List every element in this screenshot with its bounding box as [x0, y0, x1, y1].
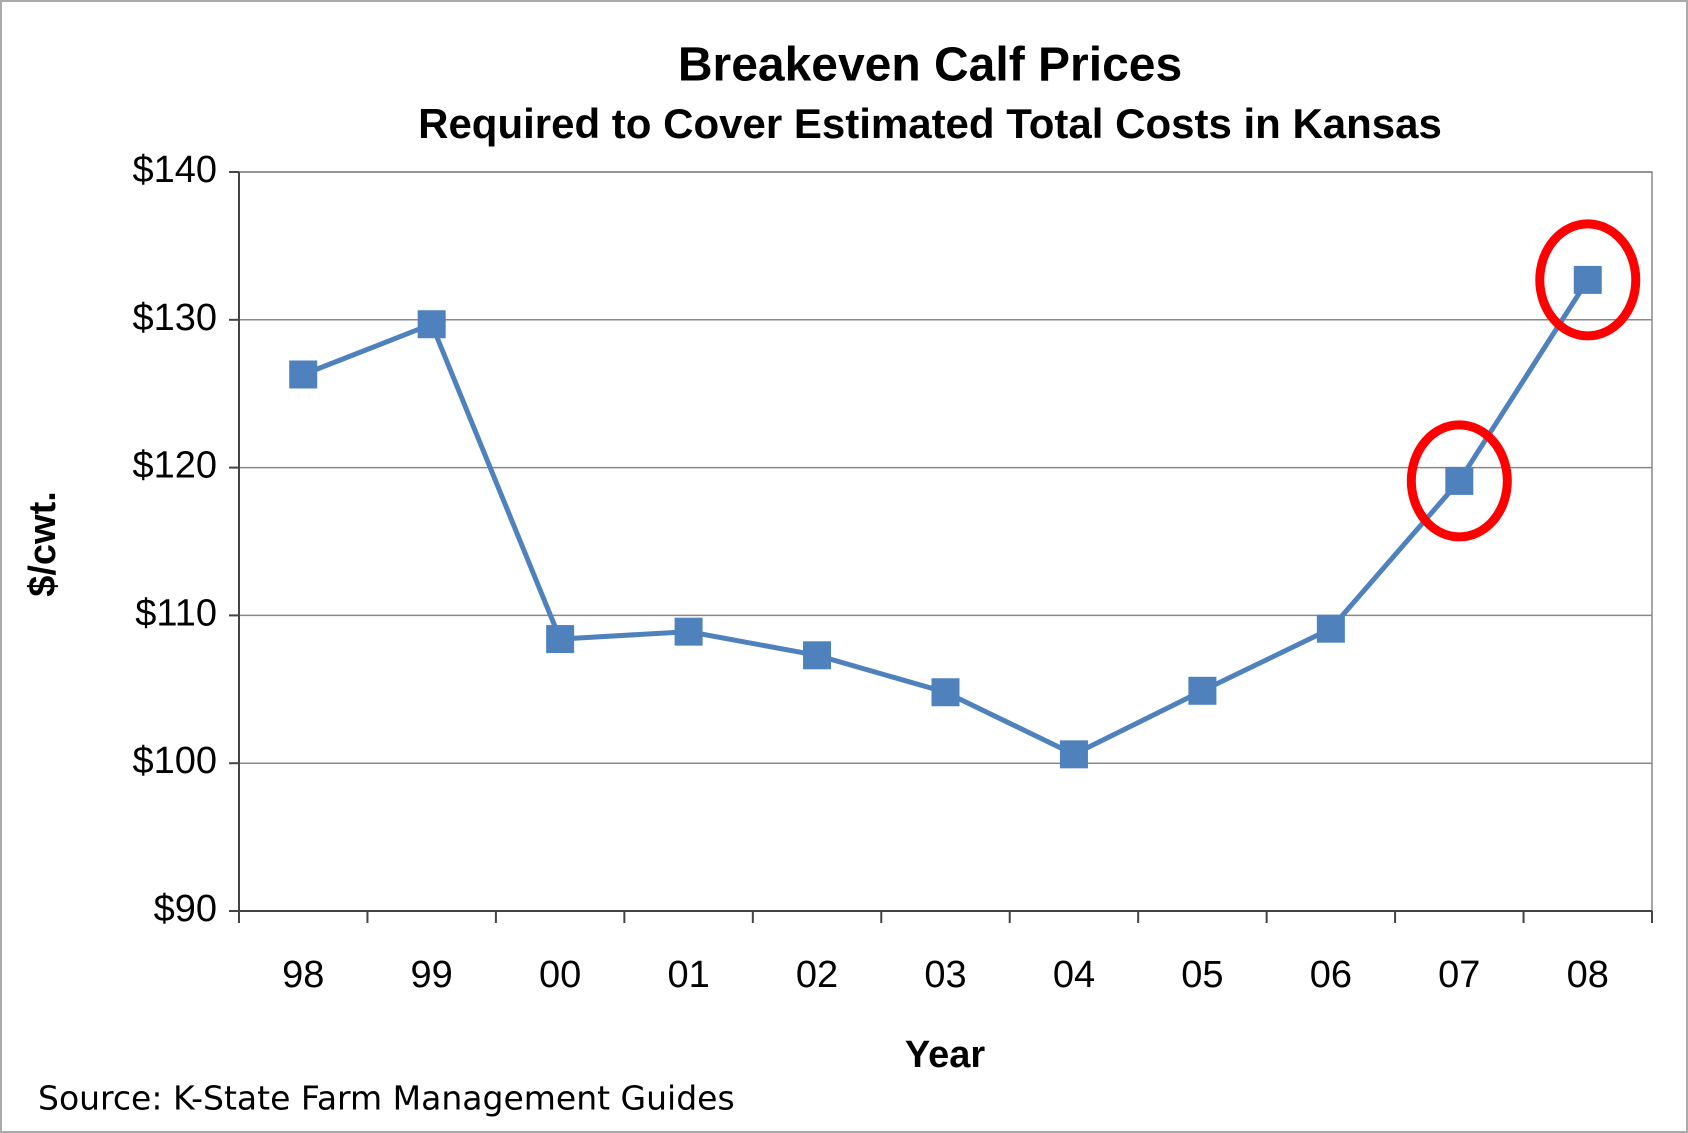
data-point [546, 625, 575, 654]
data-point [417, 310, 446, 339]
y-tick-label: $120 [132, 445, 217, 487]
data-point [1188, 676, 1217, 705]
x-axis-title: Year [905, 1034, 986, 1076]
y-tick-label: $110 [135, 592, 217, 634]
x-tick-label: 07 [1438, 954, 1480, 996]
x-tick-label: 05 [1181, 954, 1223, 996]
x-tick-label: 08 [1567, 954, 1609, 996]
data-point [1059, 740, 1088, 769]
data-point [1445, 466, 1474, 495]
chart-subtitle: Required to Cover Estimated Total Costs … [418, 100, 1442, 147]
x-tick-label: 02 [796, 954, 838, 996]
highlight-circle [1406, 420, 1512, 542]
x-tick-label: 03 [924, 954, 966, 996]
x-tick-label: 01 [667, 954, 709, 996]
y-tick-label: $100 [132, 740, 217, 782]
highlight-circle [1535, 219, 1641, 341]
y-tick-label: $140 [132, 149, 217, 191]
x-tick-label: 04 [1053, 954, 1095, 996]
x-tick-label: 99 [411, 954, 453, 996]
data-point [803, 641, 832, 670]
data-point [289, 360, 318, 389]
y-tick-label: $130 [132, 297, 217, 339]
data-point [1573, 265, 1602, 294]
source-note: Source: K-State Farm Management Guides [38, 1079, 735, 1118]
x-tick-label: 98 [282, 954, 324, 996]
y-tick-label: $90 [154, 888, 217, 930]
chart-title: Breakeven Calf Prices [678, 39, 1182, 92]
x-tick-label: 00 [539, 954, 581, 996]
data-point [931, 678, 960, 707]
plot-area [238, 171, 1653, 912]
y-axis-title: $/cwt. [22, 491, 64, 597]
x-tick-label: 06 [1310, 954, 1352, 996]
data-point [1316, 614, 1345, 643]
data-point [674, 617, 703, 646]
